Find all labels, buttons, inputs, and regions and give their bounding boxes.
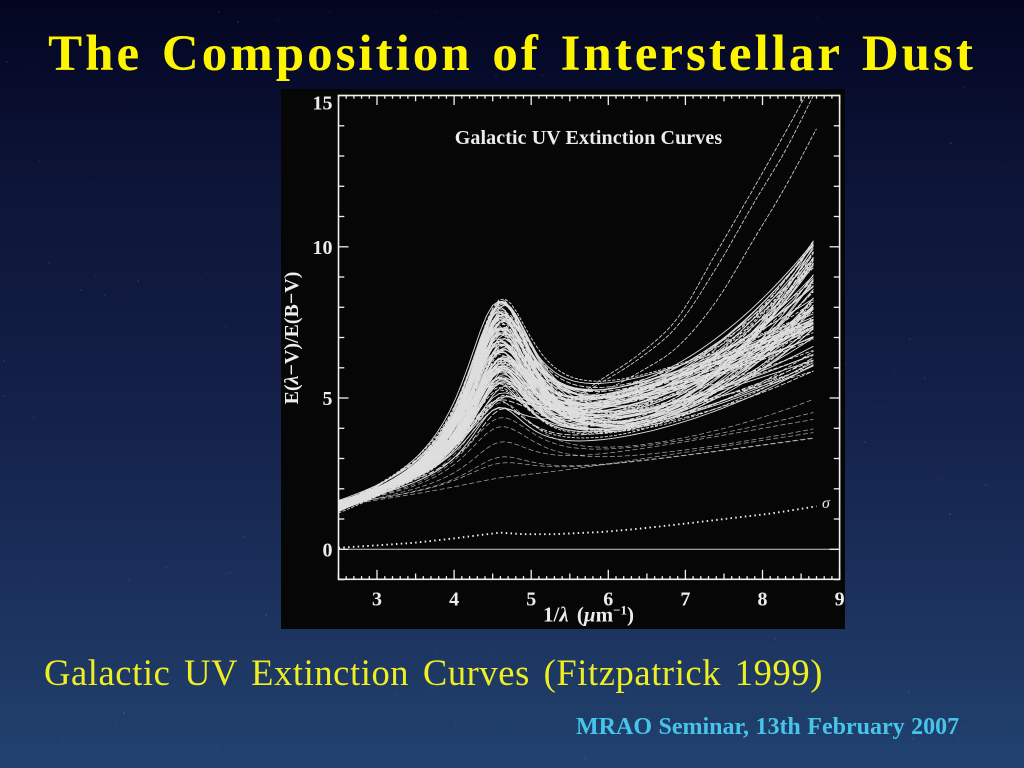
svg-text:σ: σ	[822, 495, 831, 512]
svg-text:4: 4	[449, 589, 459, 611]
svg-text:8: 8	[758, 589, 768, 611]
svg-text:15: 15	[313, 92, 333, 114]
svg-text:5: 5	[323, 388, 333, 410]
svg-text:5: 5	[526, 589, 536, 611]
svg-text:9: 9	[835, 589, 845, 611]
svg-text:3: 3	[372, 589, 382, 611]
svg-text:Galactic UV Extinction Curves: Galactic UV Extinction Curves	[455, 127, 723, 149]
svg-text:E(λ−V)/E(B−V): E(λ−V)/E(B−V)	[281, 272, 303, 405]
svg-text:7: 7	[680, 589, 690, 611]
svg-text:10: 10	[313, 237, 333, 259]
svg-text:6: 6	[603, 589, 613, 611]
svg-text:0: 0	[323, 539, 333, 561]
